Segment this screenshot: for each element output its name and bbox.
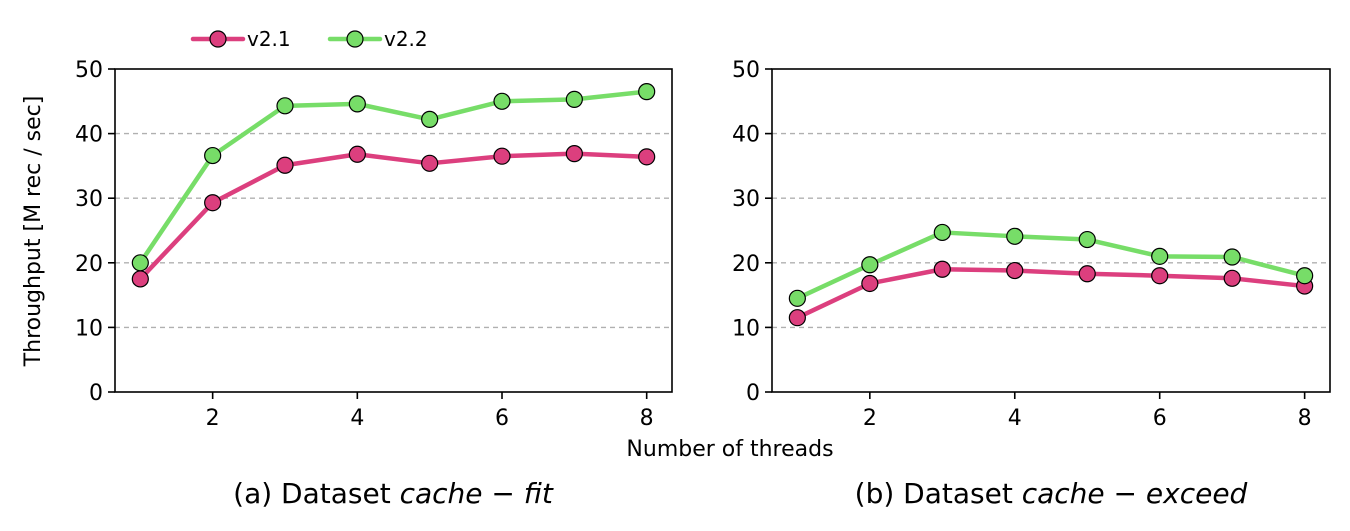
legend: v2.1 v2.2 <box>190 27 428 51</box>
data-point-v2-1-x5 <box>1078 265 1096 283</box>
panel-cache-fit: 0 10 20 30 40 50 2 4 6 8 <box>75 58 673 431</box>
legend-item-v2-2: v2.2 <box>327 27 428 51</box>
data-point-v2-1-x3 <box>933 260 951 278</box>
axes-frame <box>771 68 1331 393</box>
data-point-v2-1-x7 <box>565 145 583 163</box>
x-tick-label: 4 <box>1008 406 1022 431</box>
x-tick-label: 8 <box>1298 406 1312 431</box>
series-line-v2-1 <box>795 267 1307 320</box>
data-point-v2-2-x1 <box>788 289 806 307</box>
x-tick-label: 6 <box>495 406 509 431</box>
x-tick-label: 8 <box>640 406 654 431</box>
data-point-v2-1-x1 <box>788 309 806 327</box>
data-point-v2-2-x4 <box>1006 227 1024 245</box>
data-point-v2-2-x5 <box>1078 230 1096 249</box>
data-point-v2-1-x1 <box>131 270 149 288</box>
data-point-v2-2-x6 <box>493 92 511 110</box>
y-tick-label: 10 <box>75 316 103 341</box>
y-tick-label: 0 <box>746 381 760 406</box>
panel-cache-exceed: 0 10 20 30 40 50 2 4 6 8 <box>732 58 1331 431</box>
caption-b-math: cache − exceed <box>1022 477 1248 510</box>
data-point-v2-2-x8 <box>638 83 656 101</box>
data-point-v2-1-x6 <box>493 147 511 165</box>
legend-item-v2-1: v2.1 <box>190 27 291 51</box>
y-tick-label: 50 <box>732 58 760 83</box>
data-point-v2-1-x2 <box>204 194 222 212</box>
legend-marker <box>346 30 364 48</box>
data-point-v2-2-x3 <box>276 97 294 115</box>
y-tick-label: 30 <box>732 187 760 212</box>
legend-label: v2.1 <box>247 27 291 51</box>
series-line-v2-2 <box>138 89 649 266</box>
y-tick-label: 40 <box>732 123 760 148</box>
data-point-v2-2-x4 <box>348 95 366 113</box>
y-tick-label: 10 <box>732 316 760 341</box>
y-tick-label: 20 <box>732 252 760 277</box>
caption-a-math: cache − fit <box>400 477 554 510</box>
y-tick-label: 50 <box>75 58 103 83</box>
data-point-v2-1-x5 <box>421 154 439 172</box>
caption-b-prefix: (b) Dataset <box>855 477 1022 510</box>
data-point-v2-1-x4 <box>1006 261 1024 280</box>
data-point-v2-2-x6 <box>1151 247 1169 265</box>
legend-marker <box>209 30 227 48</box>
data-point-v2-2-x7 <box>1223 248 1241 266</box>
data-point-v2-1-x6 <box>1151 267 1169 285</box>
x-tick-label: 4 <box>350 406 364 431</box>
axes-frame <box>114 68 673 393</box>
data-point-v2-2-x1 <box>131 254 149 272</box>
data-point-v2-2-x7 <box>565 90 583 108</box>
data-point-v2-1-x2 <box>861 274 879 293</box>
y-tick-label: 30 <box>75 187 103 212</box>
data-point-v2-1-x7 <box>1223 269 1241 287</box>
data-point-v2-1-x8 <box>638 148 656 166</box>
data-point-v2-2-x2 <box>861 256 879 274</box>
data-point-v2-2-x8 <box>1296 267 1314 285</box>
legend-label: v2.2 <box>384 27 428 51</box>
x-tick-label: 2 <box>206 406 220 431</box>
y-tick-label: 40 <box>75 123 103 148</box>
data-point-v2-1-x3 <box>276 156 294 174</box>
y-tick-label: 0 <box>89 381 103 406</box>
y-axis-label: Throughput [M rec / sec] <box>21 96 46 368</box>
x-tick-label: 2 <box>863 406 877 431</box>
series-line-v2-1 <box>138 151 649 282</box>
caption-a-prefix: (a) Dataset <box>233 477 399 510</box>
x-tick-label: 6 <box>1153 406 1167 431</box>
data-point-v2-2-x3 <box>933 223 951 242</box>
x-axis-label: Number of threads <box>626 437 833 462</box>
data-point-v2-2-x2 <box>204 146 222 165</box>
data-point-v2-2-x5 <box>421 110 439 128</box>
series-line-v2-2 <box>795 230 1307 301</box>
y-tick-label: 20 <box>75 252 103 277</box>
caption-a: (a) Dataset cache − fit <box>233 477 554 510</box>
caption-b: (b) Dataset cache − exceed <box>855 477 1248 510</box>
data-point-v2-1-x4 <box>348 145 366 163</box>
